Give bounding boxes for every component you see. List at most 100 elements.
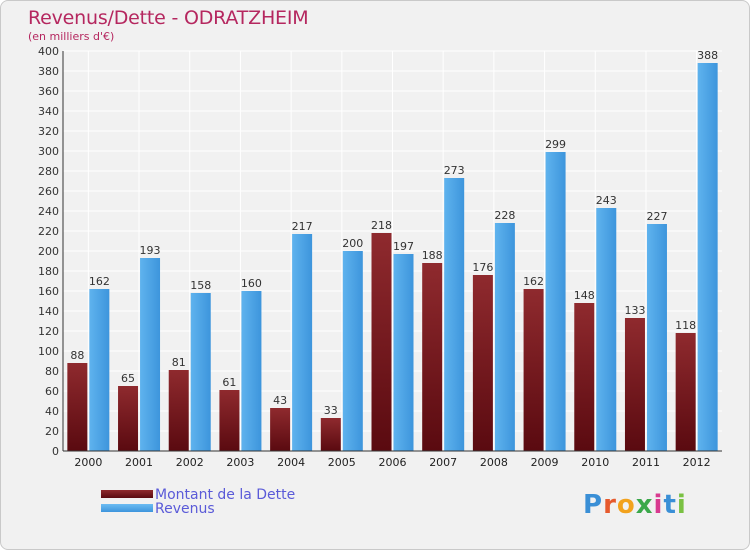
y-tick-label: 200 (38, 245, 59, 258)
x-tick-label: 2000 (74, 456, 102, 469)
y-tick-label: 20 (45, 425, 59, 438)
bar-dette (675, 333, 696, 451)
bar-revenus (697, 63, 718, 451)
data-label: 273 (444, 164, 465, 177)
data-label: 188 (422, 249, 443, 262)
x-tick-label: 2007 (429, 456, 457, 469)
x-tick-label: 2012 (683, 456, 711, 469)
bar-revenus (646, 224, 667, 451)
chart-title: Revenus/Dette - ODRATZHEIM (28, 7, 309, 29)
x-tick-label: 2005 (328, 456, 356, 469)
bar-revenus (342, 251, 363, 451)
data-label: 133 (624, 304, 645, 317)
x-tick-label: 2006 (379, 456, 407, 469)
logo-letter: x (635, 490, 654, 520)
y-tick-label: 220 (38, 225, 59, 238)
logo-letter: P (583, 490, 604, 520)
y-tick-label: 160 (38, 285, 59, 298)
bar-dette (219, 390, 240, 451)
bar-dette (422, 263, 443, 451)
x-tick-label: 2008 (480, 456, 508, 469)
bar-revenus (596, 208, 617, 451)
y-tick-label: 100 (38, 345, 59, 358)
bar-dette (523, 289, 544, 451)
y-tick-label: 360 (38, 85, 59, 98)
bar-revenus (494, 223, 515, 451)
legend-label-dette: Montant de la Dette (155, 487, 296, 503)
y-tick-label: 120 (38, 325, 59, 338)
bar-dette (371, 233, 392, 451)
bar-revenus (89, 289, 110, 451)
bar-revenus (292, 234, 313, 451)
data-label: 43 (273, 394, 287, 407)
y-tick-label: 280 (38, 165, 59, 178)
bar-dette (67, 363, 88, 451)
x-tick-label: 2009 (531, 456, 559, 469)
x-tick-label: 2003 (226, 456, 254, 469)
bar-revenus (241, 291, 262, 451)
legend-swatch-revenus (101, 504, 153, 512)
data-label: 193 (140, 244, 161, 257)
bar-revenus (140, 258, 161, 451)
data-label: 388 (697, 49, 718, 62)
y-tick-label: 140 (38, 305, 59, 318)
logo-letter: i (653, 490, 664, 520)
data-label: 61 (222, 376, 236, 389)
bar-dette (270, 408, 291, 451)
y-tick-label: 0 (52, 445, 59, 458)
y-tick-label: 300 (38, 145, 59, 158)
data-label: 162 (523, 275, 544, 288)
y-tick-label: 40 (45, 405, 59, 418)
bar-revenus (545, 152, 566, 451)
y-tick-label: 180 (38, 265, 59, 278)
bar-revenus (444, 178, 465, 451)
y-tick-label: 80 (45, 365, 59, 378)
data-label: 218 (371, 219, 392, 232)
axes: 0 20 40 60 80 100 120 140 160 180 200 220 240 260 280 3… (38, 45, 722, 469)
y-tick-label: 60 (45, 385, 59, 398)
bar-revenus (393, 254, 414, 451)
data-label: 176 (472, 261, 493, 274)
data-label: 197 (393, 240, 414, 253)
data-label: 217 (292, 220, 313, 233)
bar-dette (624, 318, 645, 451)
bar-dette (320, 418, 341, 451)
data-label: 299 (545, 138, 566, 151)
data-label: 118 (675, 319, 696, 332)
data-label: 243 (596, 194, 617, 207)
data-label: 160 (241, 277, 262, 290)
logo-letter: t (663, 490, 677, 520)
bars (67, 63, 718, 451)
data-label: 227 (646, 210, 667, 223)
logo-letter: o (616, 490, 636, 520)
y-tick-label: 340 (38, 105, 59, 118)
data-label: 148 (574, 289, 595, 302)
y-tick-label: 400 (38, 45, 59, 58)
data-label: 88 (70, 349, 84, 362)
x-tick-label: 2011 (632, 456, 660, 469)
data-label: 81 (172, 356, 186, 369)
legend-swatch-dette (101, 490, 153, 498)
data-label: 65 (121, 372, 135, 385)
bar-dette (574, 303, 595, 451)
legend-label-revenus: Revenus (155, 501, 215, 517)
data-label: 228 (494, 209, 515, 222)
y-tick-label: 240 (38, 205, 59, 218)
y-tick-label: 260 (38, 185, 59, 198)
x-tick-label: 2001 (125, 456, 153, 469)
logo-letter: i (676, 490, 687, 520)
bar-dette (118, 386, 139, 451)
y-tick-label: 320 (38, 125, 59, 138)
logo-letter: r (603, 490, 617, 520)
x-tick-label: 2002 (176, 456, 204, 469)
data-label: 158 (190, 279, 211, 292)
x-tick-label: 2004 (277, 456, 305, 469)
y-tick-label: 380 (38, 65, 59, 78)
proxiti-logo: Proxiti (583, 490, 687, 520)
data-label: 200 (342, 237, 363, 250)
x-tick-label: 2010 (581, 456, 609, 469)
bar-dette (472, 275, 493, 451)
